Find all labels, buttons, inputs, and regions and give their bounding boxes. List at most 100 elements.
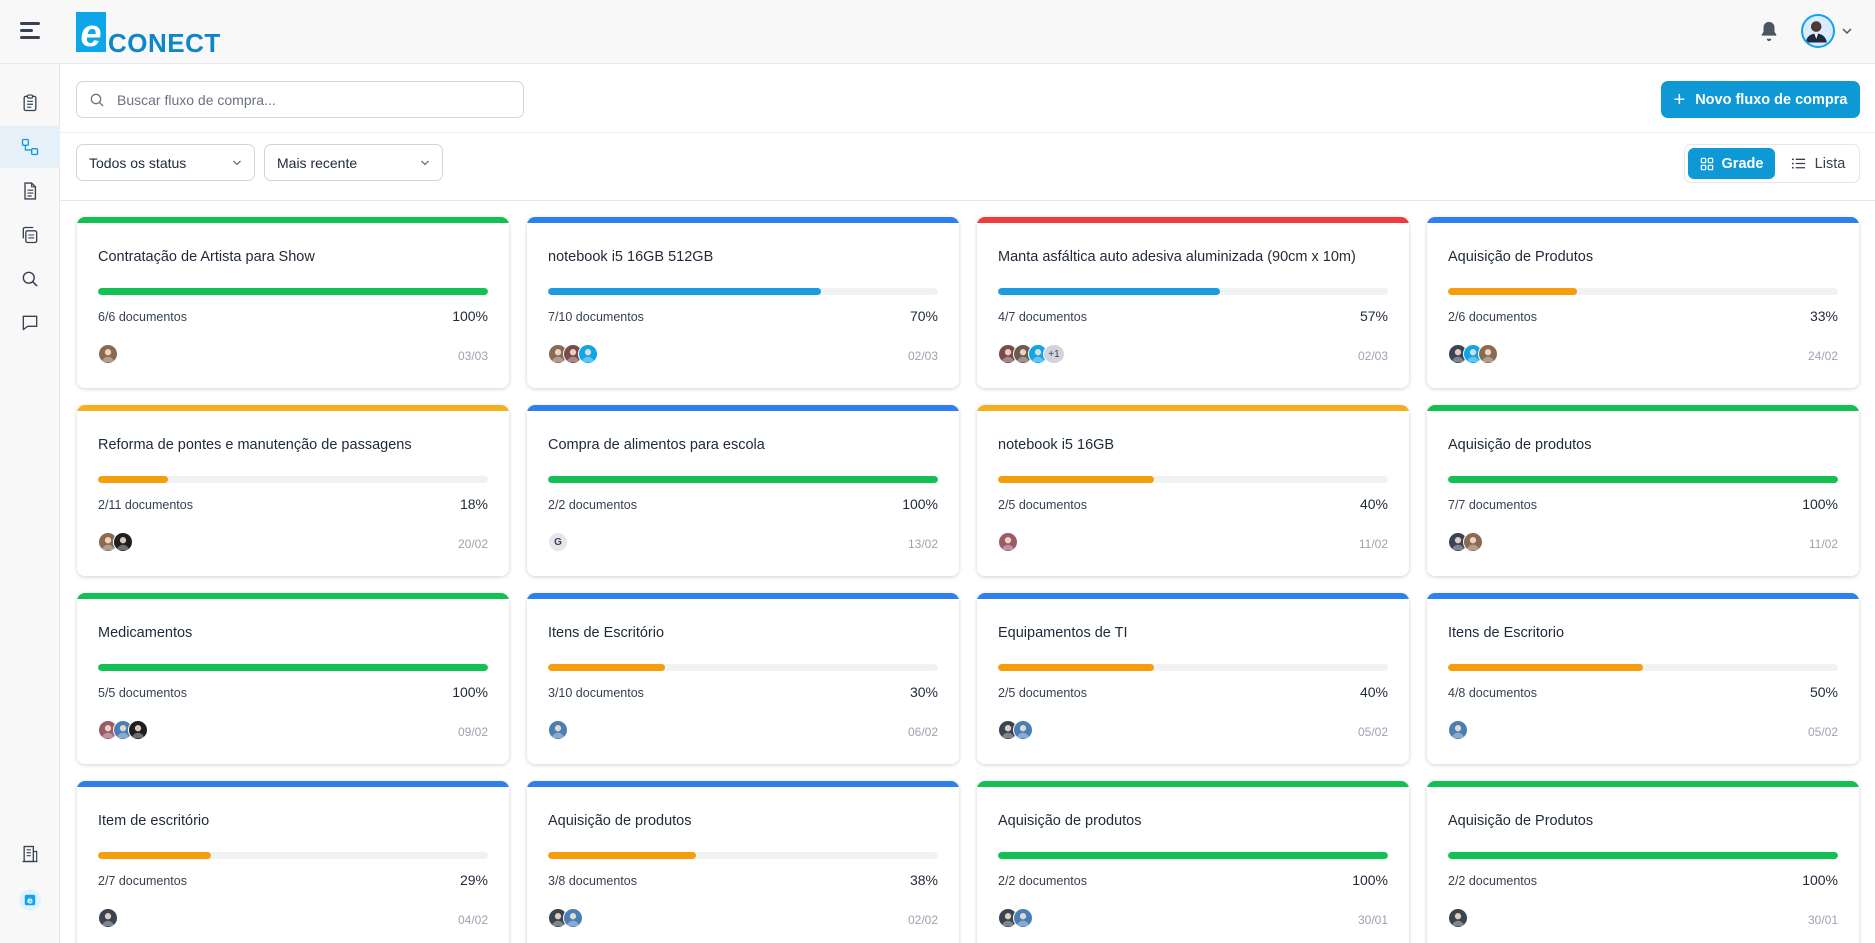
progress-track xyxy=(1448,664,1838,671)
avatar xyxy=(548,720,568,740)
participants xyxy=(998,532,1018,552)
user-avatar[interactable] xyxy=(1801,14,1835,48)
progress-fill xyxy=(1448,664,1643,671)
avatar xyxy=(998,532,1018,552)
card-title: Manta asfáltica auto adesiva aluminizada… xyxy=(998,249,1356,265)
hamburger-menu-icon[interactable] xyxy=(20,22,42,40)
participants xyxy=(1448,344,1498,364)
participants xyxy=(98,720,148,740)
card-title: notebook i5 16GB 512GB xyxy=(548,249,714,265)
purchase-flow-card[interactable]: Aquisição de Produtos 2/6 documentos 33% 24… xyxy=(1427,217,1859,388)
progress-percent: 100% xyxy=(1802,872,1838,888)
status-color-bar xyxy=(77,217,509,223)
progress-fill xyxy=(548,664,665,671)
sort-select[interactable]: Mais recente xyxy=(264,144,443,181)
sidebar-item-documents[interactable] xyxy=(0,170,60,212)
status-color-bar xyxy=(977,217,1409,223)
progress-track xyxy=(98,664,488,671)
purchase-flow-card[interactable]: Item de escritório 2/7 documentos 29% 04/02 xyxy=(77,781,509,943)
status-color-bar xyxy=(77,593,509,599)
card-title: Aquisição de produtos xyxy=(548,813,692,829)
purchase-flow-card[interactable]: Aquisição de Produtos 2/2 documentos 100% 3… xyxy=(1427,781,1859,943)
documents-count: 4/7 documentos xyxy=(998,310,1087,324)
view-list-label: Lista xyxy=(1814,155,1846,172)
progress-fill xyxy=(548,288,821,295)
sidebar-item-flows[interactable] xyxy=(0,126,60,168)
document-icon xyxy=(24,182,37,200)
avatar xyxy=(1013,908,1033,928)
documents-count: 2/11 documentos xyxy=(98,498,193,512)
purchase-flow-card[interactable]: notebook i5 16GB 512GB 7/10 documentos 70%… xyxy=(527,217,959,388)
purchase-flow-card[interactable]: Aquisição de produtos 2/2 documentos 100% 3… xyxy=(977,781,1409,943)
search-input[interactable] xyxy=(117,82,517,117)
sidebar-item-clipboard[interactable] xyxy=(0,82,60,124)
progress-percent: 57% xyxy=(1359,308,1388,324)
purchase-flow-card[interactable]: Equipamentos de TI 2/5 documentos 40% 05/02 xyxy=(977,593,1409,764)
sidebar-item-messages[interactable] xyxy=(0,302,60,344)
documents-count: 6/6 documentos xyxy=(98,310,187,324)
purchase-flow-card[interactable]: Contratação de Artista para Show 6/6 docu… xyxy=(77,217,509,388)
avatar xyxy=(563,908,583,928)
grid-icon xyxy=(1700,157,1713,170)
copy-icon xyxy=(22,226,38,244)
card-date: 09/02 xyxy=(457,725,488,739)
progress-fill xyxy=(98,288,488,295)
progress-percent: 30% xyxy=(909,684,938,700)
purchase-flow-card[interactable]: Itens de Escritorio 4/8 documentos 50% 05/0… xyxy=(1427,593,1859,764)
search-field[interactable] xyxy=(76,81,524,118)
progress-percent: 70% xyxy=(909,308,938,324)
view-list-button[interactable]: Lista xyxy=(1779,148,1857,179)
purchase-flow-card[interactable]: Reforma de pontes e manutenção de passag… xyxy=(77,405,509,576)
progress-percent: 50% xyxy=(1809,684,1838,700)
progress-fill xyxy=(98,476,169,483)
card-date: 05/02 xyxy=(1807,725,1838,739)
status-color-bar xyxy=(527,593,959,599)
sidebar-item-copies[interactable] xyxy=(0,214,60,256)
progress-track xyxy=(1448,476,1838,483)
status-color-bar xyxy=(977,593,1409,599)
search-icon xyxy=(22,271,38,287)
status-color-bar xyxy=(527,217,959,223)
econect-badge-icon[interactable]: e xyxy=(19,889,41,911)
status-color-bar xyxy=(977,405,1409,411)
card-date: 30/01 xyxy=(1357,913,1388,927)
status-filter-select[interactable]: Todos os status xyxy=(76,144,255,181)
purchase-flow-card[interactable]: Compra de alimentos para escola 2/2 docum… xyxy=(527,405,959,576)
participants: G xyxy=(548,532,568,552)
status-color-bar xyxy=(527,781,959,787)
sidebar-item-company[interactable] xyxy=(0,833,60,875)
search-icon xyxy=(90,93,104,107)
progress-track xyxy=(98,852,488,859)
status-color-bar xyxy=(77,781,509,787)
card-title: Aquisição de produtos xyxy=(1448,437,1592,453)
purchase-flow-card[interactable]: notebook i5 16GB 2/5 documentos 40% 11/02 xyxy=(977,405,1409,576)
documents-count: 2/7 documentos xyxy=(98,874,187,888)
card-title: Item de escritório xyxy=(98,813,210,829)
account-chevron-down-icon[interactable] xyxy=(1840,24,1854,38)
documents-count: 4/8 documentos xyxy=(1448,686,1537,700)
status-color-bar xyxy=(1427,593,1859,599)
purchase-flow-card[interactable]: Aquisição de produtos 7/7 documentos 100% 1… xyxy=(1427,405,1859,576)
purchase-flow-card[interactable]: Medicamentos 5/5 documentos 100% 09/02 xyxy=(77,593,509,764)
logo-mark: e xyxy=(76,12,106,55)
purchase-flow-card[interactable]: Itens de Escritório 3/10 documentos 30% 06/… xyxy=(527,593,959,764)
documents-count: 3/10 documentos xyxy=(548,686,644,700)
card-title: Compra de alimentos para escola xyxy=(548,437,765,453)
progress-fill xyxy=(98,664,488,671)
participants xyxy=(548,344,598,364)
view-grid-button[interactable]: Grade xyxy=(1688,148,1775,179)
progress-percent: 33% xyxy=(1809,308,1838,324)
documents-count: 2/6 documentos xyxy=(1448,310,1537,324)
progress-percent: 100% xyxy=(452,308,488,324)
card-date: 11/02 xyxy=(1808,537,1838,551)
notification-bell-icon[interactable] xyxy=(1758,20,1780,42)
participants xyxy=(548,720,568,740)
progress-track xyxy=(98,288,488,295)
purchase-flow-card[interactable]: Manta asfáltica auto adesiva aluminizada… xyxy=(977,217,1409,388)
progress-fill xyxy=(998,288,1221,295)
new-purchase-flow-button[interactable]: + Novo fluxo de compra xyxy=(1661,81,1860,118)
purchase-flow-card[interactable]: Aquisição de produtos 3/8 documentos 38% 02… xyxy=(527,781,959,943)
card-date: 20/02 xyxy=(457,537,488,551)
participants xyxy=(1448,532,1483,552)
sidebar-item-search[interactable] xyxy=(0,258,60,300)
